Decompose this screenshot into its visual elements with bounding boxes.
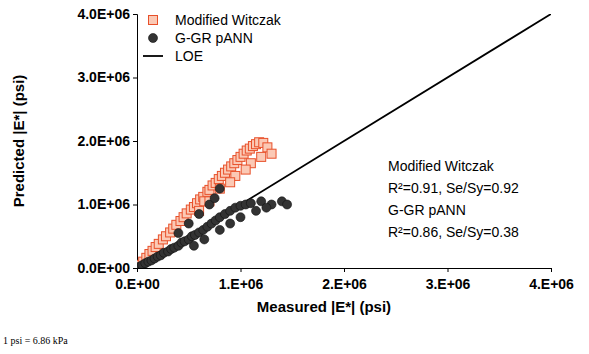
- point: [195, 210, 204, 219]
- point: [267, 149, 276, 158]
- axis-line: [133, 15, 138, 269]
- tick-mark: [344, 268, 345, 272]
- point: [246, 199, 255, 208]
- series: [137, 138, 276, 268]
- y-axis-title: Predicted |E*| (psi): [10, 75, 27, 208]
- point: [226, 178, 235, 187]
- point: [236, 213, 245, 222]
- point: [215, 184, 224, 193]
- tick-label: 2.0E+06: [77, 133, 130, 149]
- tick: 1.E+06: [219, 268, 264, 292]
- series: [137, 184, 292, 268]
- tick-label: 0.E+00: [115, 276, 160, 292]
- tick-mark: [133, 141, 137, 142]
- chart: 0.E+00 1.E+06 2.E+06 3.E+06 4.E+06 0.0E+00 1.0…: [0, 0, 589, 354]
- point: [189, 241, 198, 250]
- annotations: Modified Witczak R²=0.91, Se/Sy=0.92 G-GR …: [388, 158, 519, 240]
- annotation: G-GR pANN: [388, 202, 466, 218]
- point: [241, 165, 250, 174]
- point: [184, 219, 193, 228]
- tick-mark: [133, 14, 137, 15]
- legend-symbol: [149, 16, 158, 25]
- legend-symbol: [149, 34, 158, 43]
- tick-label: 3.0E+06: [77, 69, 130, 85]
- tick: 4.E+06: [529, 268, 574, 292]
- tick-mark: [241, 268, 242, 272]
- point: [174, 229, 183, 238]
- point: [226, 219, 235, 228]
- tick: 2.0E+06: [77, 133, 137, 149]
- annotation: Modified Witczak: [388, 158, 495, 174]
- tick-label: 4.E+06: [529, 276, 574, 292]
- point: [215, 225, 224, 234]
- tick-label: 0.0E+00: [77, 260, 130, 276]
- legend-label: Modified Witczak: [175, 12, 282, 28]
- tick: 4.0E+06: [77, 6, 137, 22]
- tick-mark: [551, 268, 552, 272]
- y-axis: 0.0E+00 1.0E+06 2.0E+06 3.0E+06 4.0E+06: [77, 6, 137, 276]
- plot-area: [137, 14, 551, 268]
- tick-mark: [133, 205, 137, 206]
- footnote: 1 psi = 6.86 kPa: [3, 335, 68, 346]
- tick-label: 1.E+06: [219, 276, 264, 292]
- legend-label: LOE: [175, 48, 203, 64]
- x-axis: 0.E+00 1.E+06 2.E+06 3.E+06 4.E+06: [115, 268, 574, 292]
- legend-symbol: [143, 55, 163, 57]
- point: [215, 184, 224, 193]
- point: [257, 152, 266, 161]
- point: [283, 200, 292, 209]
- annotation: R²=0.91, Se/Sy=0.92: [388, 180, 519, 196]
- point: [262, 203, 271, 212]
- legend-label: G-GR pANN: [175, 30, 253, 46]
- tick-label: 4.0E+06: [77, 6, 130, 22]
- legend: Modified Witczak G-GR pANN LOE: [143, 12, 282, 64]
- x-axis-title: Measured |E*| (psi): [257, 298, 391, 315]
- tick-label: 1.0E+06: [77, 196, 130, 212]
- line-of-equality: [137, 14, 551, 268]
- tick-label: 2.E+06: [322, 276, 367, 292]
- tick: 1.0E+06: [77, 196, 137, 212]
- tick: 3.0E+06: [77, 69, 137, 85]
- point: [252, 206, 261, 215]
- tick: 2.E+06: [322, 268, 367, 292]
- tick: 0.0E+00: [77, 260, 137, 276]
- tick: 3.E+06: [426, 268, 471, 292]
- tick-mark: [448, 268, 449, 272]
- annotation: R²=0.86, Se/Sy=0.38: [388, 224, 519, 240]
- point: [210, 194, 219, 203]
- point: [200, 235, 209, 244]
- tick-mark: [133, 78, 137, 79]
- tick-label: 3.E+06: [426, 276, 471, 292]
- axis-line: [138, 269, 552, 273]
- tick-mark: [133, 268, 137, 269]
